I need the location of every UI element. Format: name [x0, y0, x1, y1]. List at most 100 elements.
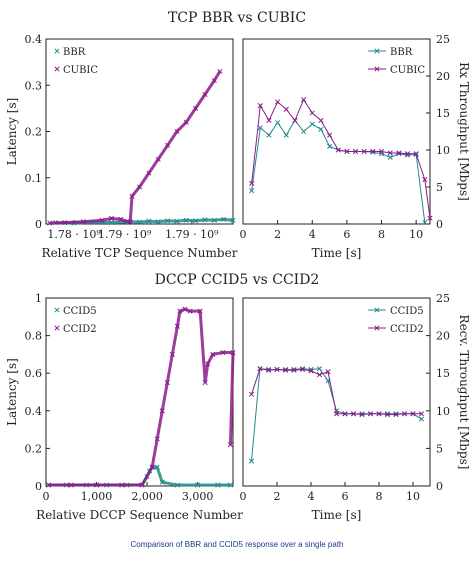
- data-point-b: [139, 482, 145, 488]
- series-ccid5: [248, 366, 425, 464]
- data-point: [169, 351, 175, 357]
- data-point: [359, 412, 365, 418]
- x-tick-label: 4: [309, 228, 316, 241]
- y-tick-label: 10: [436, 405, 450, 418]
- data-point-b: [169, 351, 175, 357]
- y-tick-label: 20: [436, 330, 450, 343]
- data-point: [187, 308, 193, 314]
- data-point: [292, 117, 298, 123]
- data-point-b: [119, 482, 125, 488]
- y-tick-label: 0.8: [25, 330, 43, 343]
- data-point: [202, 91, 208, 98]
- data-point-b: [257, 366, 263, 372]
- series-trace: [55, 217, 234, 225]
- data-point: [174, 128, 180, 135]
- data-point: [136, 219, 143, 225]
- data-point-b: [367, 411, 374, 417]
- data-point-b: [318, 126, 324, 132]
- data-point: [335, 147, 341, 153]
- x-tick-label: 1,000: [81, 490, 113, 503]
- series-line: [251, 119, 426, 223]
- data-point: [308, 368, 314, 374]
- x-tick-label: 1.79 · 10⁹: [165, 228, 219, 241]
- data-point-b: [230, 217, 236, 223]
- y-tick-label: 15: [436, 367, 450, 380]
- data-point: [283, 106, 289, 112]
- y-tick-label: 10: [436, 144, 450, 157]
- y-tick-label: 0.3: [25, 79, 43, 92]
- data-point: [164, 380, 170, 386]
- data-point: [230, 217, 236, 223]
- y-axis-label: Recv. Throughput [Mbps]: [457, 315, 471, 470]
- data-point-b: [309, 110, 315, 116]
- data-point-b: [393, 411, 399, 417]
- data-point-b: [183, 217, 189, 223]
- x-axis-label: Relative TCP Sequence Number: [42, 246, 238, 260]
- y-tick-label: 20: [436, 70, 450, 83]
- data-point-b: [274, 366, 280, 372]
- data-point: [370, 149, 376, 155]
- data-point: [342, 411, 348, 417]
- x-tick-label: 4: [308, 490, 315, 503]
- data-point-b: [404, 151, 411, 157]
- data-point: [265, 366, 272, 372]
- data-point: [333, 411, 340, 417]
- data-point: [249, 188, 255, 194]
- data-point-b: [164, 218, 171, 224]
- data-point-b: [301, 97, 307, 103]
- data-point-b: [370, 149, 376, 155]
- y-tick-label: 0.6: [25, 367, 43, 380]
- data-point: [393, 411, 399, 417]
- data-point-b: [164, 380, 170, 386]
- data-point: [230, 349, 236, 356]
- data-point: [193, 105, 199, 111]
- data-point: [316, 372, 323, 378]
- legend-label: BBR: [390, 47, 413, 58]
- data-point-b: [80, 219, 86, 225]
- data-point: [275, 99, 281, 105]
- legend-marker-b: [374, 66, 380, 72]
- data-point: [370, 148, 376, 155]
- data-point: [159, 479, 165, 485]
- legend: CCID5 CCID2: [54, 306, 97, 335]
- x-tick-label: 1.78 · 10⁹: [47, 228, 101, 241]
- data-point-b: [327, 132, 333, 138]
- data-point: [396, 150, 402, 156]
- data-point-b: [211, 217, 217, 223]
- data-point-b: [248, 391, 255, 397]
- data-point: [129, 193, 135, 199]
- data-point-b: [99, 217, 105, 223]
- tcp-throughput-plot: 0 5 10 15 20 25 0 2 4 6 8 10 Time [s] Rx Throughput […: [240, 33, 472, 260]
- data-point-b: [159, 479, 165, 485]
- data-point: [266, 132, 272, 138]
- data-point-b: [136, 184, 143, 190]
- data-point: [257, 366, 263, 372]
- series-trace: [48, 307, 235, 487]
- data-point-b: [359, 412, 365, 418]
- data-point: [174, 323, 180, 329]
- legend-label: BBR: [63, 47, 86, 58]
- data-point-b: [215, 482, 221, 488]
- legend-marker-b: [54, 325, 60, 331]
- data-point-b: [202, 217, 208, 223]
- data-point-b: [292, 117, 298, 123]
- y-tick-label: 0: [35, 480, 42, 493]
- data-point: [396, 151, 402, 157]
- data-point: [127, 219, 133, 225]
- data-point-b: [387, 154, 393, 160]
- data-point-b: [174, 323, 180, 329]
- data-point-b: [266, 132, 272, 138]
- data-point: [299, 366, 306, 372]
- data-point-b: [154, 464, 160, 470]
- data-point-b: [376, 411, 382, 417]
- data-point: [257, 103, 263, 109]
- data-point: [193, 218, 199, 224]
- data-point: [119, 482, 125, 488]
- data-point: [177, 308, 183, 314]
- data-point-b: [316, 366, 323, 372]
- data-point: [325, 369, 331, 375]
- data-point: [205, 361, 211, 367]
- data-point-b: [418, 411, 425, 417]
- data-point: [159, 408, 165, 414]
- data-point-b: [68, 482, 74, 488]
